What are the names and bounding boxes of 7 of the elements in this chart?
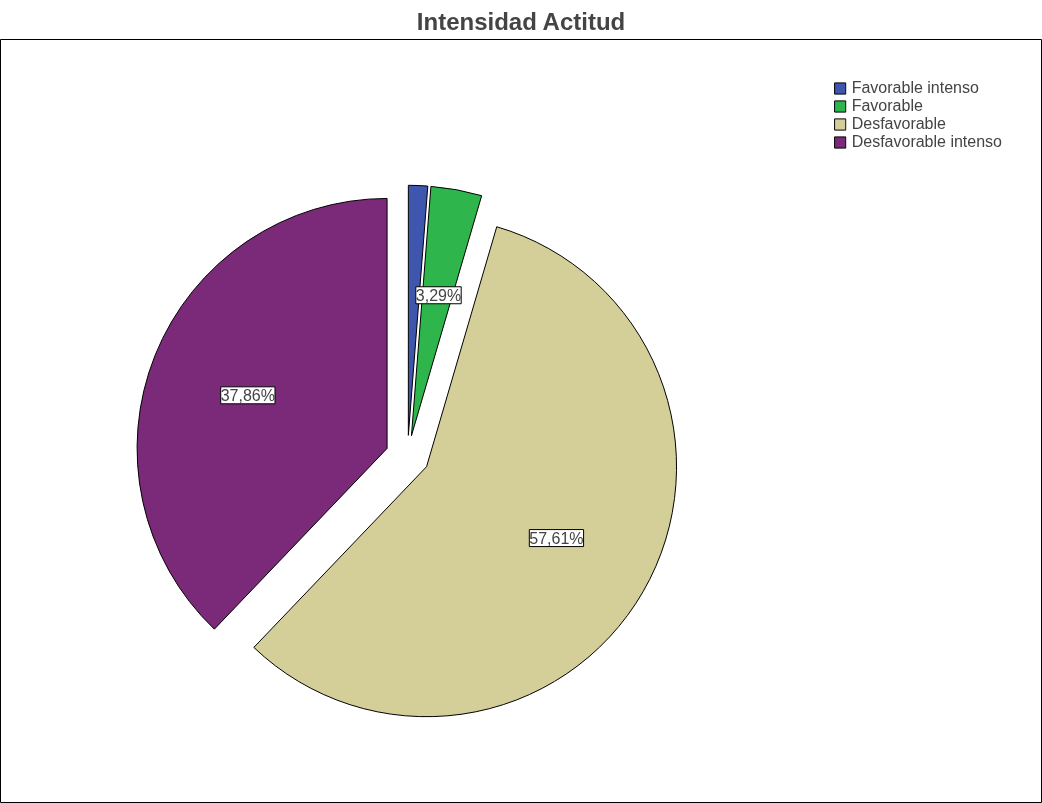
data-label: 3,29% bbox=[415, 286, 462, 304]
legend-label: Desfavorable bbox=[851, 115, 946, 133]
data-label: 57,61% bbox=[529, 529, 584, 547]
legend-label: Favorable intenso bbox=[851, 79, 979, 97]
legend-label: Favorable bbox=[851, 97, 923, 115]
legend-label: Desfavorable intenso bbox=[851, 133, 1002, 151]
chart-title: Intensidad Actitud bbox=[416, 7, 626, 35]
